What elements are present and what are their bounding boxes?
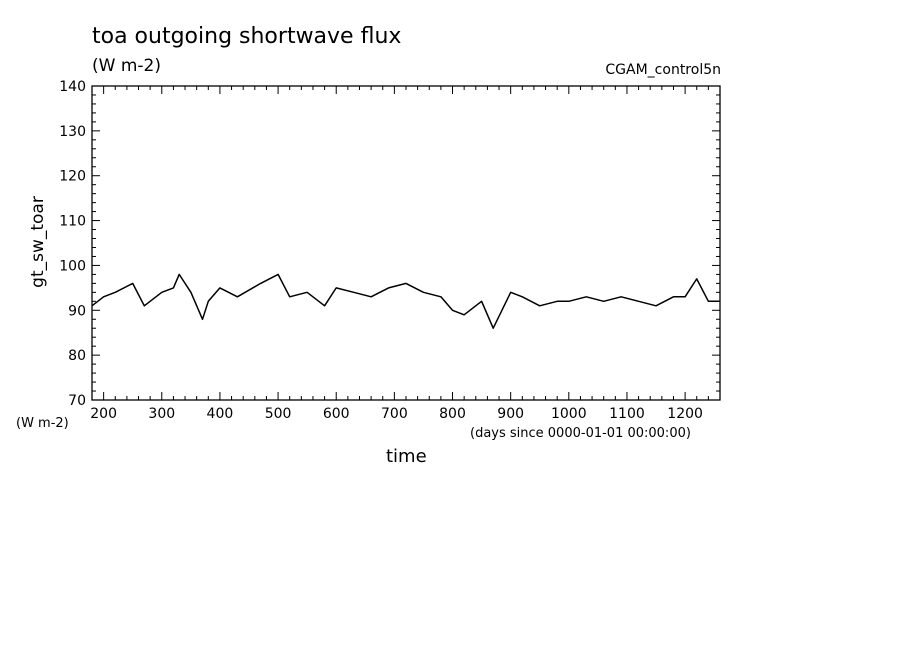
y-tick-label: 140 [59,79,86,95]
x-tick-label: 1200 [667,406,703,422]
chart-title: toa outgoing shortwave flux [92,24,402,49]
x-tick-label: 700 [381,406,408,422]
x-tick-label: 900 [497,406,524,422]
plot-frame [91,85,721,401]
x-tick-label: 300 [148,406,175,422]
x-tick-label: 800 [439,406,466,422]
chart-units: (W m-2) [92,56,161,76]
y-tick-label: 90 [68,303,86,319]
x-axis-label: time [386,446,427,467]
x-tick-label: 1100 [609,406,645,422]
x-axis-units: (days since 0000-01-01 00:00:00) [470,426,691,441]
y-tick-label: 110 [59,214,86,230]
x-tick-label: 600 [323,406,350,422]
series-line [91,273,720,329]
y-tick-label: 120 [59,169,86,185]
y-tick-label: 80 [68,348,86,364]
y-tick-label: 130 [59,124,86,140]
x-tick-label: 1000 [551,406,587,422]
x-tick-label: 200 [90,406,117,422]
x-tick-label: 400 [207,406,234,422]
dataset-label: CGAM_control5n [605,62,721,78]
y-tick-label: 70 [68,393,86,409]
x-tick-label: 500 [265,406,292,422]
y-axis-units: (W m-2) [16,416,69,431]
y-tick-label: 100 [59,258,86,274]
